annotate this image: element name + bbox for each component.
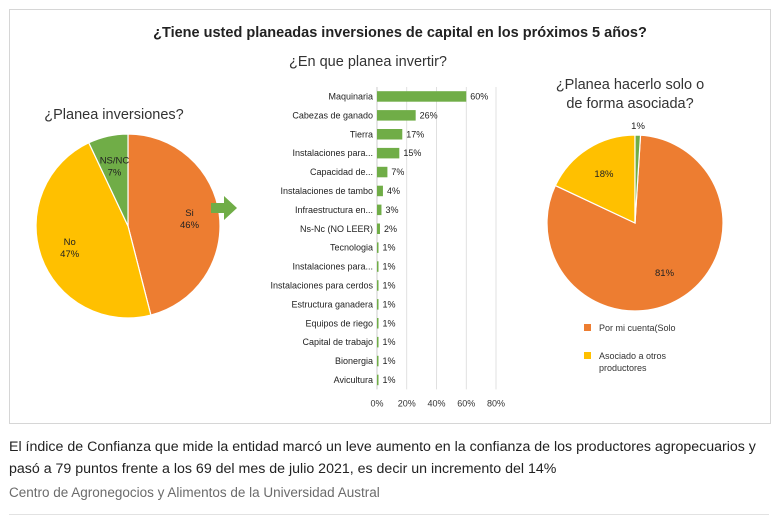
pie-slice [127, 133, 221, 316]
bar-value-label: 1% [383, 262, 396, 272]
pie-right-legend: Por mi cuenta(Solo Asociado a otros produc… [584, 323, 676, 373]
bar-value-label: 3% [385, 205, 398, 215]
bar [377, 223, 380, 234]
pie-slice-value: 81% [655, 268, 675, 279]
bar [377, 147, 400, 159]
bar-category-label: Cabezas de ganado [292, 110, 373, 120]
bar-category-label: Capital de trabajo [302, 337, 373, 347]
bar-category-label: Tierra [350, 129, 373, 139]
bar-value-label: 7% [391, 167, 404, 177]
bar [377, 110, 416, 121]
bar-category-label: Instalaciones para... [292, 148, 373, 158]
bar [377, 129, 403, 140]
pie-slice-label: No [64, 237, 76, 248]
pie-right-chart: 81% 18% 1% [546, 121, 724, 312]
legend-swatch [584, 352, 591, 359]
bar-value-label: 1% [383, 375, 396, 385]
bar-category-label: Capacidad de... [310, 167, 373, 177]
divider [9, 514, 769, 515]
pie-left-title: ¿Planea inversiones? [44, 107, 183, 123]
bar [377, 261, 379, 272]
bar-category-label: Tecnologia [330, 243, 373, 253]
pie-slice [35, 141, 152, 319]
pie-slice-value: 1% [631, 121, 645, 132]
bar-category-label: Avicultura [334, 375, 373, 385]
arrow-right-icon [211, 196, 237, 220]
bar [377, 166, 388, 178]
bar-value-label: 60% [470, 91, 488, 101]
bar-value-label: 1% [383, 356, 396, 366]
pie-slice [88, 133, 129, 227]
pie-slice-value: 47% [60, 249, 80, 260]
pie-right-title-line-1: ¿Planea hacerlo solo o [556, 77, 704, 93]
bar [377, 374, 379, 386]
pie-slice-value: 46% [180, 220, 200, 231]
bar [377, 185, 383, 197]
bar [377, 91, 467, 102]
bar-category-label: Maquinaria [328, 91, 373, 101]
bar-x-tick-label: 40% [427, 398, 445, 408]
legend-swatch [584, 324, 591, 331]
bar-chart-title: ¿En que planea invertir? [289, 54, 447, 70]
bar-value-label: 1% [383, 243, 396, 253]
legend-label: productores [599, 363, 647, 373]
bar-category-label: Instalaciones de tambo [280, 186, 373, 196]
bar-category-label: Instalaciones para... [292, 262, 373, 272]
pie-right-title-line-2: de forma asociada? [566, 96, 693, 112]
bar-value-label: 1% [383, 337, 396, 347]
bar [377, 204, 382, 216]
bar-value-label: 1% [383, 318, 396, 328]
pie-slice-value: 18% [594, 169, 614, 180]
bar [377, 280, 379, 291]
bar-category-label: Instalaciones para cerdos [270, 280, 373, 290]
infographic-figure: ¿Tiene usted planeadas inversiones de ca… [9, 9, 771, 424]
bar [377, 355, 379, 367]
image-source: Centro de Agronegocios y Alimentos de la… [9, 485, 380, 500]
pie-slice-value: 7% [108, 167, 122, 178]
bar-chart: 0% 20% 40% 60% 80% Maquinaria 60% Cabezas de ga… [270, 87, 505, 408]
bar-x-tick-label: 0% [370, 398, 383, 408]
legend-label: Por mi cuenta(Solo [599, 323, 676, 333]
legend-label: Asociado a otros [599, 351, 667, 361]
bar [377, 318, 379, 329]
bar-value-label: 2% [384, 224, 397, 234]
pie-slice [634, 134, 642, 224]
bar-value-label: 4% [387, 186, 400, 196]
bar-x-tick-label: 20% [398, 398, 416, 408]
bar [377, 336, 379, 348]
pie-slice-label: Si [185, 208, 193, 219]
bar-value-label: 26% [420, 110, 438, 120]
bar [377, 242, 379, 253]
bar-category-label: Bionergia [335, 356, 373, 366]
bar-value-label: 15% [403, 148, 421, 158]
figure-title: ¿Tiene usted planeadas inversiones de ca… [153, 25, 647, 41]
image-caption: El índice de Confianza que mide la entid… [9, 439, 756, 477]
bar-category-label: Estructura ganadera [291, 299, 373, 309]
bar-value-label: 17% [406, 129, 424, 139]
bar-category-label: Infraestructura en... [295, 205, 373, 215]
bar-category-label: Equipos de riego [305, 318, 373, 328]
bar-x-tick-label: 60% [457, 398, 475, 408]
bar-value-label: 1% [383, 299, 396, 309]
pie-slice [554, 134, 636, 224]
pie-slice-label: NS/NC [100, 155, 130, 166]
infographic-svg: ¿Tiene usted planeadas inversiones de ca… [35, 25, 724, 408]
bar-x-tick-label: 80% [487, 398, 505, 408]
bar-category-label: Ns-Nc (NO LEER) [300, 224, 373, 234]
bar [377, 299, 379, 310]
bar-value-label: 1% [383, 280, 396, 290]
